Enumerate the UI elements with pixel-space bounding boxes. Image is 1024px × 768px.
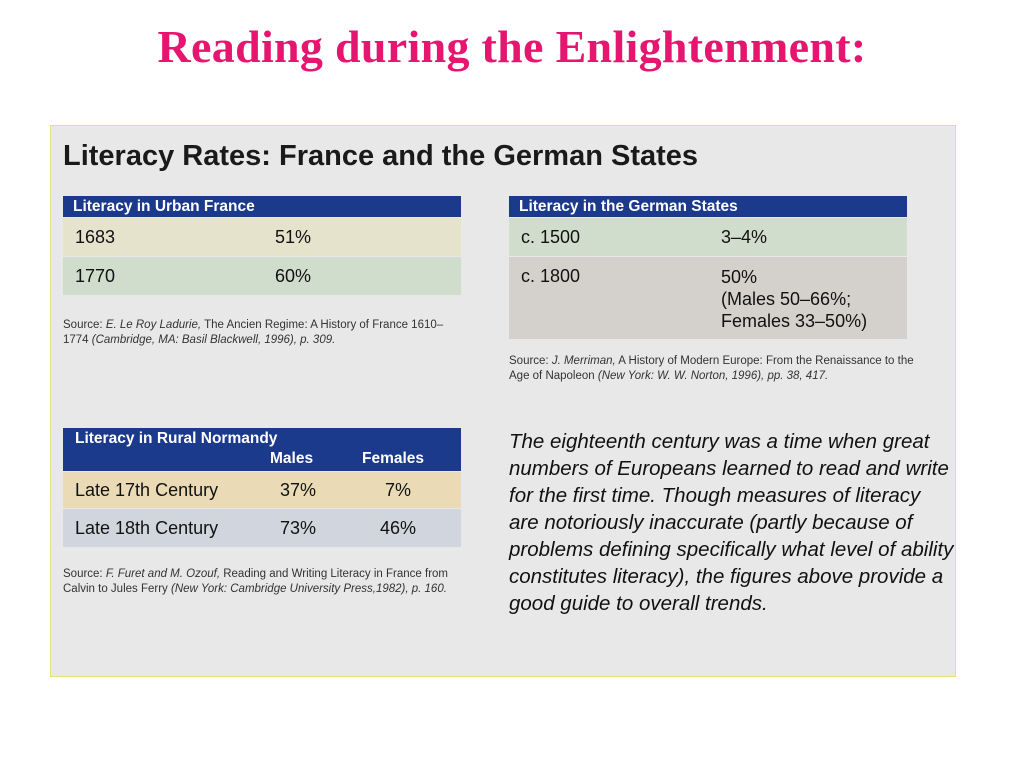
urban-france-row: 1683 51% <box>63 218 461 256</box>
rural-normandy-males: 73% <box>279 518 317 538</box>
german-states-year: c. 1800 <box>521 266 581 286</box>
source-author: F. Furet and M. Ozouf, <box>105 568 221 580</box>
column-header-males: Males <box>270 450 314 467</box>
rural-normandy-females: 7% <box>384 480 411 500</box>
german-states-table-header: Literacy in the German States <box>509 196 907 217</box>
source-prefix: Source: <box>509 355 552 367</box>
urban-france-rate: 51% <box>275 227 312 247</box>
panel-title: Literacy Rates: France and the German St… <box>63 140 699 172</box>
source-work-title: Reading and Writing Literacy in France f… <box>63 568 449 595</box>
column-header-females: Females <box>362 450 425 467</box>
source-details: (New York: W. W. Norton, 1996), pp. 38, … <box>597 370 829 382</box>
german-states-rate-females: Females 33–50%) <box>721 311 868 331</box>
source-prefix: Source: <box>63 568 106 580</box>
rural-normandy-period: Late 17th Century <box>75 480 219 500</box>
german-states-row: c. 1500 3–4% <box>509 218 907 256</box>
german-states-rate-block: 50% (Males 50–66%; Females 33–50%) <box>721 266 867 332</box>
source-details: (Cambridge, MA: Basil Blackwell, 1996), … <box>91 334 336 346</box>
german-states-row: c. 1800 50% (Males 50–66%; Females 33–50… <box>509 257 907 339</box>
urban-france-source: Source: E. Le Roy Ladurie, The Ancien Re… <box>63 318 463 348</box>
rural-normandy-header-label: Literacy in Rural Normandy <box>75 430 278 447</box>
rural-normandy-row: Late 18th Century 73% 46% <box>63 509 461 547</box>
german-states-source: Source: J. Merriman, A History of Modern… <box>509 354 929 384</box>
narrative-paragraph: The eighteenth century was a time when g… <box>509 430 954 615</box>
slide-title: Reading during the Enlightenment: <box>157 21 867 72</box>
urban-france-row: 1770 60% <box>63 257 461 295</box>
rural-normandy-period: Late 18th Century <box>75 518 219 538</box>
source-work-title: A History of Modern Europe: From the Ren… <box>509 355 914 382</box>
rural-normandy-source: Source: F. Furet and M. Ozouf, Reading a… <box>63 567 473 597</box>
urban-france-rate: 60% <box>275 266 312 286</box>
german-states-rate-males: (Males 50–66%; <box>721 289 852 309</box>
urban-france-year: 1683 <box>75 227 116 247</box>
rural-normandy-males: 37% <box>279 480 317 500</box>
urban-france-header-label: Literacy in Urban France <box>73 198 255 215</box>
german-states-rate: 3–4% <box>721 227 768 247</box>
literacy-figure-panel: Literacy Rates: France and the German St… <box>50 125 956 677</box>
urban-france-year: 1770 <box>75 266 116 286</box>
source-details: (New York: Cambridge University Press,19… <box>171 583 447 595</box>
german-states-year: c. 1500 <box>521 227 581 247</box>
german-states-rate: 50% <box>721 267 758 287</box>
source-work-title: The Ancien Regime: A History of France 1… <box>63 319 444 346</box>
source-author: E. Le Roy Ladurie, <box>105 319 202 331</box>
source-author: J. Merriman, <box>551 355 616 367</box>
rural-normandy-row: Late 17th Century 37% 7% <box>63 472 461 508</box>
urban-france-table-header: Literacy in Urban France <box>63 196 461 217</box>
source-prefix: Source: <box>63 319 106 331</box>
rural-normandy-table-header: Literacy in Rural Normandy Males Females <box>63 428 461 471</box>
rural-normandy-females: 46% <box>379 518 417 538</box>
german-states-header-label: Literacy in the German States <box>519 198 738 215</box>
